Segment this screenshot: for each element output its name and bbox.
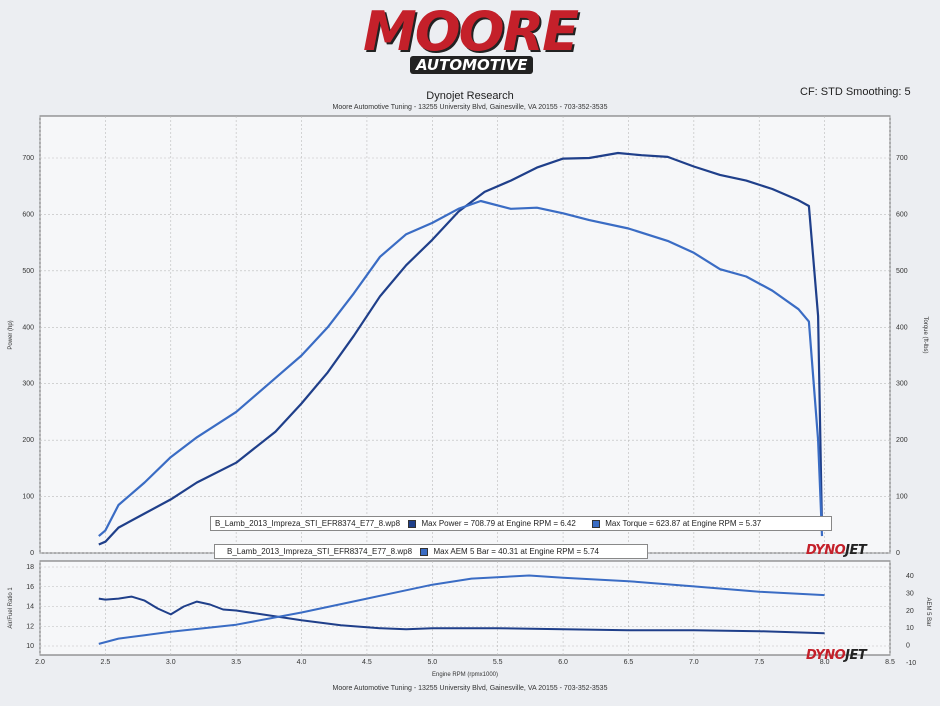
torque-curve xyxy=(98,199,824,537)
aem-tick-label: 30 xyxy=(906,590,914,597)
afr-tick-label: 12 xyxy=(26,623,34,630)
aem-tick-label: 10 xyxy=(906,625,914,632)
rpm-tick-label: 6.5 xyxy=(624,659,634,666)
logo-main-text: MOORE xyxy=(362,0,579,63)
aem-tick-label: 0 xyxy=(906,643,910,650)
legend-max-torque: Max Torque = 623.87 at Engine RPM = 5.37 xyxy=(605,519,762,528)
dynojet-logo-upper: DYNOJET xyxy=(806,543,867,558)
torque-tick-label: 600 xyxy=(896,211,908,218)
legend-run2-file: B_Lamb_2013_Impreza_STI_EFR8374_E77_8.wp… xyxy=(227,547,413,556)
torque-axis-label: Torque (ft-lbs) xyxy=(922,316,928,353)
rpm-tick-label: 7.5 xyxy=(754,659,764,666)
power-tick-label: 300 xyxy=(22,381,34,388)
power-tick-label: 0 xyxy=(30,550,34,557)
afr-tick-label: 16 xyxy=(26,584,34,591)
rpm-tick-label: 4.0 xyxy=(297,659,307,666)
rpm-tick-label: 4.5 xyxy=(362,659,372,666)
torque-tick-label: 300 xyxy=(896,381,908,388)
torque-tick-label: 200 xyxy=(896,437,908,444)
aem-swatch xyxy=(420,547,429,556)
rpm-tick-label: 2.5 xyxy=(101,659,111,666)
afr-axis-label: Air/Fuel Ratio 1 xyxy=(8,587,14,629)
report-title: Dynojet Research xyxy=(426,90,514,102)
aem-axis-label: AEM 5 Bar xyxy=(925,597,931,626)
torque-tick-label: 0 xyxy=(896,550,900,557)
rpm-tick-label: 8.5 xyxy=(885,659,895,666)
torque-tick-label: 500 xyxy=(896,268,908,275)
report-footer: Moore Automotive Tuning - 13255 Universi… xyxy=(332,685,608,692)
aem-tick-label: -10 xyxy=(906,660,916,667)
moore-automotive-logo: MOORE AUTOMOTIVE xyxy=(340,2,600,76)
torque-tick-label: 100 xyxy=(896,494,908,501)
rpm-tick-label: 2.0 xyxy=(35,659,45,666)
aem-tick-label: 40 xyxy=(906,573,914,580)
rpm-axis-label: Engine RPM (rpmx1000) xyxy=(432,672,498,678)
afr-tick-label: 14 xyxy=(26,604,34,611)
legend-run1-file: B_Lamb_2013_Impreza_STI_EFR8374_E77_8.wp… xyxy=(215,519,401,528)
logo-sub-text: AUTOMOTIVE xyxy=(410,56,534,74)
rpm-tick-label: 3.5 xyxy=(231,659,241,666)
torque-tick-label: 400 xyxy=(896,324,908,331)
dynojet-dyno-text: DYNO xyxy=(806,648,846,663)
rpm-tick-label: 6.0 xyxy=(558,659,568,666)
top-plot-area xyxy=(39,115,891,554)
power-tick-label: 600 xyxy=(22,211,34,218)
afr-tick-label: 10 xyxy=(26,643,34,650)
rpm-tick-label: 8.0 xyxy=(820,659,830,666)
correction-factor: CF: STD Smoothing: 5 xyxy=(800,86,911,98)
torque-swatch xyxy=(592,519,601,528)
power-tick-label: 200 xyxy=(22,437,34,444)
dynojet-jet-text: JET xyxy=(845,543,867,558)
legend-max-aem: Max AEM 5 Bar = 40.31 at Engine RPM = 5.… xyxy=(433,547,599,556)
power-tick-label: 400 xyxy=(22,324,34,331)
legend-max-power: Max Power = 708.79 at Engine RPM = 6.42 xyxy=(421,519,576,528)
power-axis-label: Power (hp) xyxy=(8,320,14,349)
rpm-tick-label: 3.0 xyxy=(166,659,176,666)
legend-run2: B_Lamb_2013_Impreza_STI_EFR8374_E77_8.wp… xyxy=(214,544,648,559)
aem-tick-label: 20 xyxy=(906,608,914,615)
rpm-tick-label: 5.5 xyxy=(493,659,503,666)
report-subtitle: Moore Automotive Tuning - 13255 Universi… xyxy=(332,104,608,111)
power-curve xyxy=(98,151,824,546)
afr-tick-label: 18 xyxy=(26,564,34,571)
afr-curve xyxy=(98,595,825,635)
rpm-tick-label: 5.0 xyxy=(427,659,437,666)
power-tick-label: 500 xyxy=(22,268,34,275)
torque-tick-label: 700 xyxy=(896,155,908,162)
legend-run1: B_Lamb_2013_Impreza_STI_EFR8374_E77_8.wp… xyxy=(210,516,832,531)
rpm-tick-label: 7.0 xyxy=(689,659,699,666)
dynojet-logo-lower: DYNOJET xyxy=(806,648,867,663)
power-tick-label: 100 xyxy=(22,494,34,501)
power-swatch xyxy=(408,519,417,528)
dynojet-jet-text: JET xyxy=(845,648,867,663)
bottom-plot-area xyxy=(39,560,891,656)
power-tick-label: 700 xyxy=(22,155,34,162)
dynojet-dyno-text: DYNO xyxy=(806,543,846,558)
aem-curve xyxy=(98,574,825,645)
